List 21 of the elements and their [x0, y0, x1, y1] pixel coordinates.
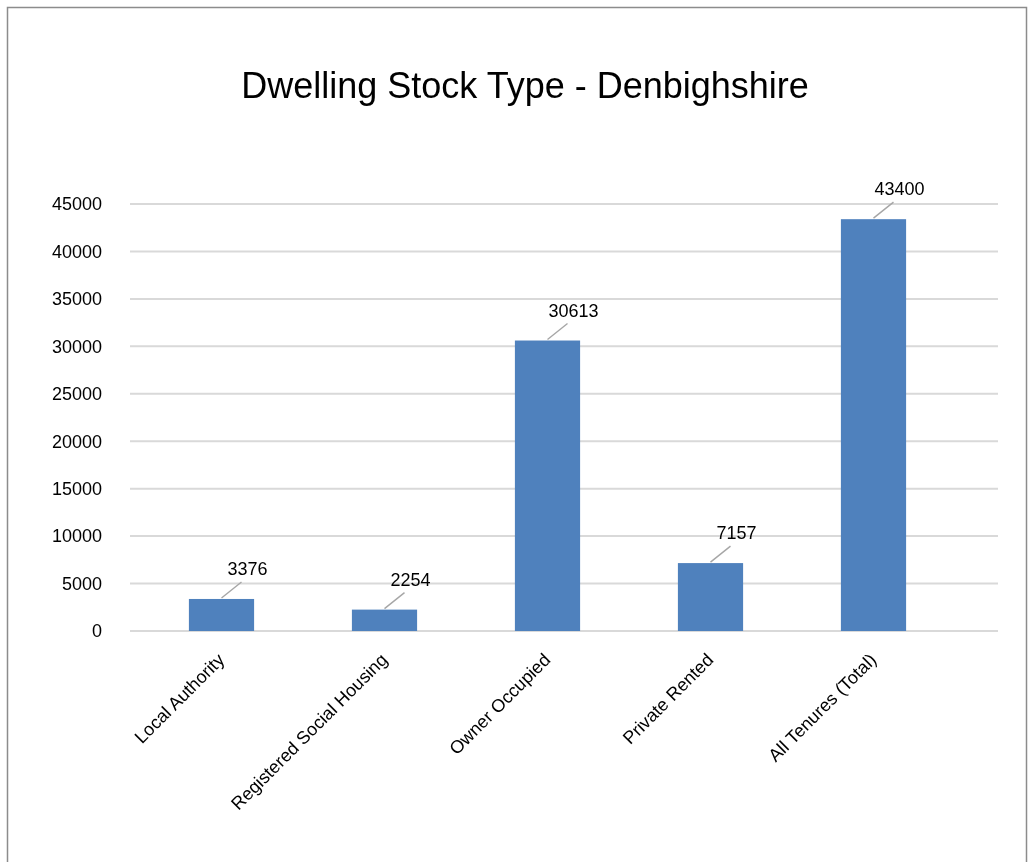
data-label: 2254: [390, 569, 431, 590]
bar: [351, 609, 418, 631]
y-tick-label: 25000: [51, 384, 102, 405]
bar: [677, 563, 744, 631]
chart-title: Dwelling Stock Type - Denbighshire: [241, 65, 809, 106]
data-label: 7157: [716, 523, 757, 544]
y-tick-label: 35000: [51, 289, 102, 310]
y-tick-label: 10000: [51, 526, 102, 547]
bar: [188, 598, 255, 631]
bar: [514, 340, 581, 631]
y-tick-label: 45000: [51, 194, 102, 215]
data-label: 43400: [874, 179, 925, 200]
y-tick-label: 15000: [51, 478, 102, 499]
data-label: 30613: [548, 300, 599, 321]
y-tick-label: 20000: [51, 431, 102, 452]
y-tick-label: 30000: [51, 336, 102, 357]
y-tick-label: 40000: [51, 241, 102, 262]
bar: [840, 219, 907, 631]
y-tick-label: 5000: [61, 573, 102, 594]
y-tick-label: 0: [91, 621, 102, 642]
data-label: 3376: [227, 558, 268, 579]
